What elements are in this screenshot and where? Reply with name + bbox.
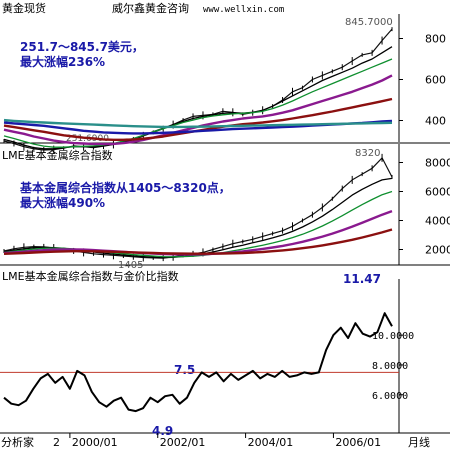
footer-text: 分析家 bbox=[1, 435, 34, 449]
moving-average-line bbox=[3, 228, 393, 255]
lme-peak-label: 8320 bbox=[355, 148, 380, 159]
y-tick-label: 10.0000 bbox=[372, 331, 414, 342]
y-tick-label: 8.0000 bbox=[372, 361, 408, 372]
x-tick-label: 2004/01 bbox=[248, 436, 294, 449]
y-tick-label: 6.0000 bbox=[372, 391, 408, 402]
y-tick-label: 400 bbox=[425, 115, 446, 128]
gold-annotation-line-1: 251.7～845.7美元， bbox=[20, 39, 144, 54]
x-tick-label: 2002/01 bbox=[160, 436, 206, 449]
ratio-panel-title: LME基本金属综合指数与金价比指数 bbox=[2, 269, 179, 283]
y-tick-label: 2000 bbox=[425, 244, 450, 257]
moving-average-line bbox=[3, 118, 393, 129]
y-tick-label: 600 bbox=[425, 74, 446, 87]
moving-average-line bbox=[3, 74, 393, 146]
x-tick-label: 2006/01 bbox=[335, 436, 381, 449]
moving-average-line bbox=[3, 58, 393, 148]
x-tick-label: 2000/01 bbox=[72, 436, 118, 449]
lme-panel-title: LME基本金属综合指数 bbox=[2, 148, 113, 162]
lme-low-label: 1405 bbox=[118, 260, 143, 271]
gold-panel-title: 黄金现货 bbox=[2, 1, 46, 15]
lme-annotation-line-1: 基本金属综合指数从1405～8320点， bbox=[19, 180, 231, 195]
x-first-label: 2 bbox=[53, 436, 60, 449]
reference-line-label: 7.5 bbox=[174, 363, 195, 377]
lme-panel: LME基本金属综合指数 基本金属综合指数从1405～8320点， 最大涨幅490… bbox=[0, 144, 450, 271]
y-tick-label: 800 bbox=[425, 33, 446, 46]
ratio-panel: LME基本金属综合指数与金价比指数 11.47 4.9 7.5 分析家 2 月线… bbox=[0, 269, 450, 449]
y-tick-label: 8000 bbox=[425, 157, 450, 170]
y-tick-label: 6000 bbox=[425, 186, 450, 199]
gold-annotation-line-2: 最大涨幅236% bbox=[20, 54, 105, 69]
url-text: www.wellxin.com bbox=[203, 5, 284, 15]
x-axis-label: 月线 bbox=[408, 435, 430, 449]
ratio-line bbox=[3, 312, 393, 413]
gold-peak-label: 845.7000 bbox=[345, 17, 393, 28]
ratio-peak-label: 11.47 bbox=[343, 272, 381, 286]
y-tick-label: 4000 bbox=[425, 215, 450, 228]
gold-spot-panel: 黄金现货 威尔鑫黄金咨询 www.wellxin.com 251.7～845.7… bbox=[0, 1, 450, 154]
lme-annotation-line-2: 最大涨幅490% bbox=[20, 195, 105, 210]
header-text: 威尔鑫黄金咨询 bbox=[112, 1, 189, 15]
